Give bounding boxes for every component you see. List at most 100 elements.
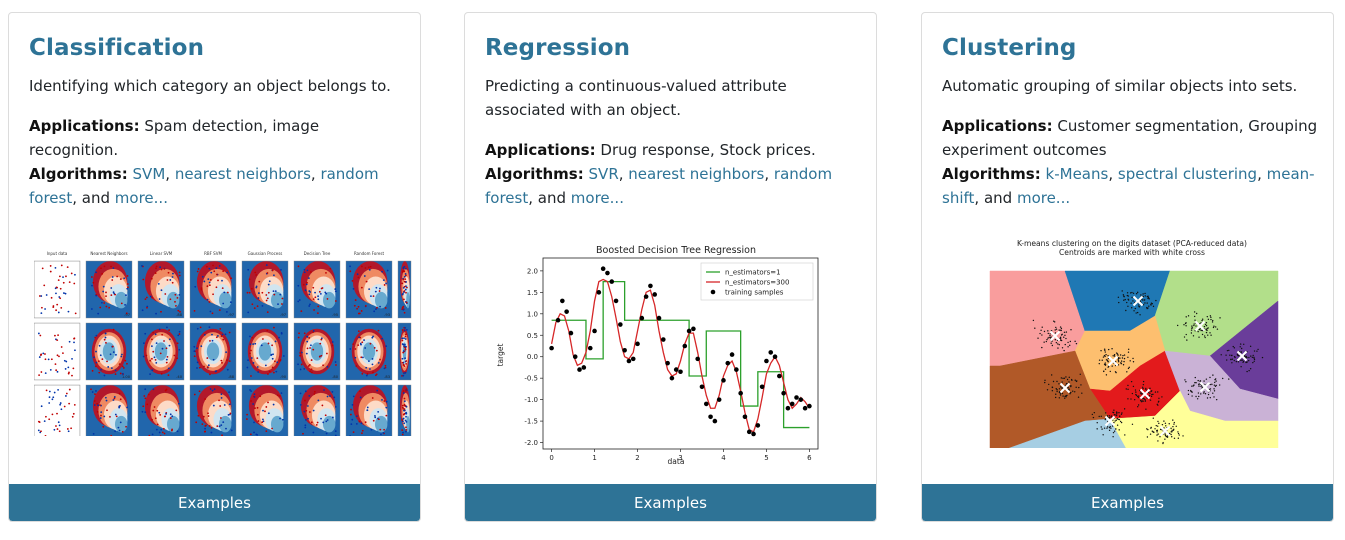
- examples-button[interactable]: Examples: [922, 484, 1333, 521]
- more-link[interactable]: more...: [114, 189, 168, 207]
- data-point: [1195, 395, 1197, 398]
- algorithm-link-random-forest[interactable]: random forest: [485, 165, 833, 207]
- data-point: [1246, 370, 1248, 373]
- panel-border: [34, 322, 81, 381]
- sample-point: [224, 333, 227, 336]
- sample-point: [95, 294, 98, 297]
- sample-point: [265, 430, 268, 432]
- data-point: [1059, 392, 1062, 394]
- data-point: [1214, 326, 1217, 328]
- data-point: [1142, 383, 1145, 386]
- sample-point: [40, 371, 43, 373]
- algorithm-link-nearest-neighbors[interactable]: nearest neighbors: [628, 165, 765, 183]
- data-point: [1060, 377, 1063, 379]
- sample-point: [250, 357, 253, 359]
- algorithm-link-k-means[interactable]: k-Means: [1045, 165, 1109, 183]
- algorithm-link-mean-shift[interactable]: mean-shift: [942, 165, 1315, 207]
- data-point: [1137, 405, 1139, 408]
- decision-region: [406, 291, 410, 309]
- sample-point: [113, 396, 116, 398]
- classifier-panel: .95: [293, 384, 341, 436]
- classifier-panel: .88: [189, 322, 237, 381]
- data-point: [1190, 390, 1192, 393]
- panel-border: [85, 260, 133, 319]
- sample-point: [381, 337, 384, 340]
- panel-border: [137, 260, 185, 319]
- algorithm-link-random-forest[interactable]: random forest: [29, 165, 379, 207]
- data-point: [1130, 398, 1132, 400]
- sample-point: [252, 362, 255, 364]
- sample-point: [308, 337, 311, 339]
- more-link[interactable]: more...: [1016, 189, 1071, 207]
- sample-point: [308, 411, 311, 413]
- sample-point: [369, 342, 372, 345]
- data-point: [1037, 337, 1039, 339]
- data-point: [1135, 312, 1137, 314]
- sample-point: [372, 419, 375, 422]
- data-point: [1185, 316, 1187, 318]
- algorithms-label: Algorithms:: [942, 165, 1041, 183]
- sample-point: [40, 295, 43, 297]
- algorithm-link-spectral-clustering[interactable]: spectral clustering: [1117, 165, 1258, 183]
- sample-point: [402, 363, 405, 366]
- data-point: [1183, 324, 1185, 326]
- sample-point: [350, 423, 353, 426]
- data-point: [1152, 431, 1155, 433]
- sample-point: [171, 415, 174, 418]
- decision-region: [362, 342, 376, 361]
- more-link[interactable]: more...: [570, 189, 624, 207]
- data-point: [1221, 377, 1224, 380]
- examples-button[interactable]: Examples: [9, 484, 420, 521]
- sample-point: [98, 371, 101, 374]
- sample-point: [143, 395, 146, 397]
- data-point: [1044, 381, 1046, 384]
- sample-point: [271, 344, 274, 347]
- data-point: [1219, 317, 1221, 319]
- sample-point: [101, 358, 104, 361]
- training-sample-point: [807, 403, 812, 409]
- data-point: [1248, 369, 1250, 372]
- centroid-cross: [1107, 355, 1119, 367]
- sample-point: [74, 349, 76, 352]
- sample-point: [356, 273, 359, 276]
- data-point: [1193, 324, 1195, 327]
- sample-point: [351, 418, 354, 421]
- sample-point: [268, 370, 271, 373]
- examples-button[interactable]: Examples: [465, 484, 876, 521]
- algorithm-link-nearest-neighbors[interactable]: nearest neighbors: [174, 165, 311, 183]
- data-point: [1241, 359, 1243, 361]
- sample-point: [99, 404, 101, 407]
- data-point: [1057, 347, 1059, 349]
- data-point: [1131, 296, 1133, 299]
- data-point: [1201, 333, 1204, 336]
- data-point: [1098, 362, 1100, 365]
- panel-border: [397, 322, 412, 381]
- panel-score: .83: [384, 375, 390, 379]
- sample-point: [60, 264, 63, 267]
- data-point: [1114, 414, 1116, 416]
- sample-point: [107, 366, 110, 368]
- sample-point: [357, 305, 360, 308]
- algorithm-link-svm[interactable]: SVM: [132, 165, 166, 183]
- data-point: [1184, 379, 1186, 381]
- sample-point: [151, 296, 153, 299]
- sample-point: [354, 348, 357, 350]
- data-point: [1045, 340, 1048, 343]
- data-point: [1104, 418, 1106, 421]
- sample-point: [325, 420, 328, 423]
- data-point: [1115, 413, 1118, 415]
- panel-background: [34, 385, 80, 436]
- sample-point: [374, 290, 377, 293]
- sample-point: [326, 298, 329, 300]
- data-point: [1135, 391, 1137, 393]
- data-point: [1118, 301, 1120, 304]
- training-sample-point: [609, 279, 615, 284]
- sample-point: [73, 403, 76, 406]
- sample-point: [203, 280, 206, 283]
- sample-point: [178, 330, 181, 333]
- algorithm-link-svr[interactable]: SVR: [588, 165, 619, 183]
- sample-point: [154, 417, 157, 420]
- sample-point: [228, 360, 231, 363]
- sample-point: [359, 396, 362, 399]
- data-point: [1207, 327, 1209, 329]
